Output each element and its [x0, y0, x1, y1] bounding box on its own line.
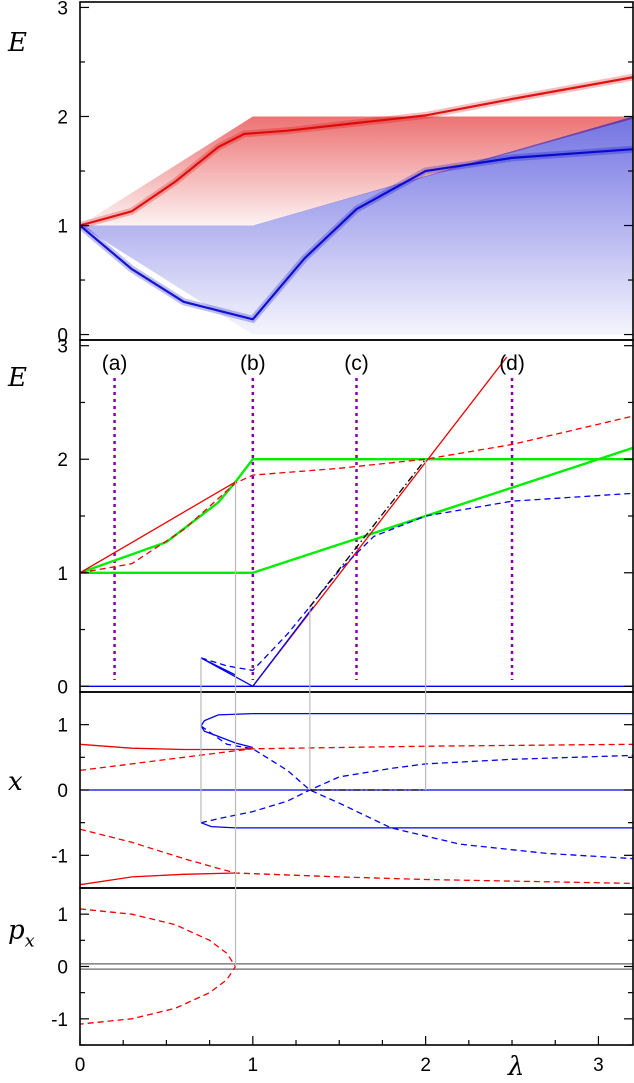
series-line: [80, 743, 253, 751]
y-tick-label: -1: [51, 1010, 68, 1031]
series-line: [80, 828, 633, 885]
y-tick-label: 0: [57, 677, 68, 698]
y-tick-label: 2: [57, 107, 68, 128]
series-line: [80, 908, 237, 1025]
series-line: [80, 743, 633, 772]
y-tick-label: 3: [57, 0, 68, 19]
y-axis-label: E: [7, 363, 27, 393]
y-tick-label: 1: [57, 716, 68, 737]
series-line: [80, 415, 633, 574]
band-area: [80, 116, 633, 226]
panel-frame: [79, 887, 634, 1046]
y-axis-label: x: [8, 767, 23, 797]
series-line: [200, 606, 314, 688]
band-ridge: [80, 76, 633, 227]
x-tick-label: 1: [248, 1055, 259, 1076]
y-axis-label: E: [7, 28, 27, 58]
band-ridge: [80, 148, 633, 321]
series-line: [200, 725, 633, 860]
marker-label: (d): [499, 352, 525, 375]
series-line: [200, 657, 236, 676]
series-line: [309, 458, 427, 608]
panel-spectrum: 0 1 2 3 E: [7, 0, 634, 347]
x-tick-label: 0: [75, 1055, 86, 1076]
y-axis-label: px: [8, 916, 35, 952]
y-tick-label: 0: [57, 326, 68, 347]
series-line: [200, 712, 253, 749]
series-line: [80, 458, 633, 574]
panel-momentum: 1 0 -1 px: [8, 887, 634, 1046]
x-tick-label: 3: [593, 1055, 604, 1076]
marker-label: (b): [240, 352, 266, 375]
series-line: [200, 754, 633, 824]
y-tick-label: 0: [57, 781, 68, 802]
marker-label: (a): [102, 352, 128, 375]
series-line: [200, 492, 633, 672]
x-axis-label: λ: [507, 1052, 524, 1082]
y-tick-label: 1: [57, 564, 68, 585]
y-tick-label: 1: [57, 905, 68, 926]
series-line: [80, 481, 236, 574]
series-line: [80, 872, 236, 886]
x-tick-label: 2: [420, 1055, 431, 1076]
y-tick-label: 1: [57, 217, 68, 238]
band-area: [80, 116, 633, 335]
y-tick-label: 2: [57, 450, 68, 471]
vertical-connectors: [200, 459, 427, 967]
panel-position: 1 0 -1 x: [8, 691, 634, 889]
marker-label: (c): [344, 352, 369, 375]
series-line: [200, 822, 633, 829]
y-tick-label: 3: [57, 337, 68, 358]
y-tick-label: 0: [57, 958, 68, 979]
panel-energies: (a) (b) (c) (d) 0 1 2 3 E: [7, 337, 634, 698]
y-tick-label: -1: [51, 846, 68, 867]
series-line: [80, 446, 633, 574]
x-axis: 0 1 2 3 λ: [75, 1036, 604, 1082]
